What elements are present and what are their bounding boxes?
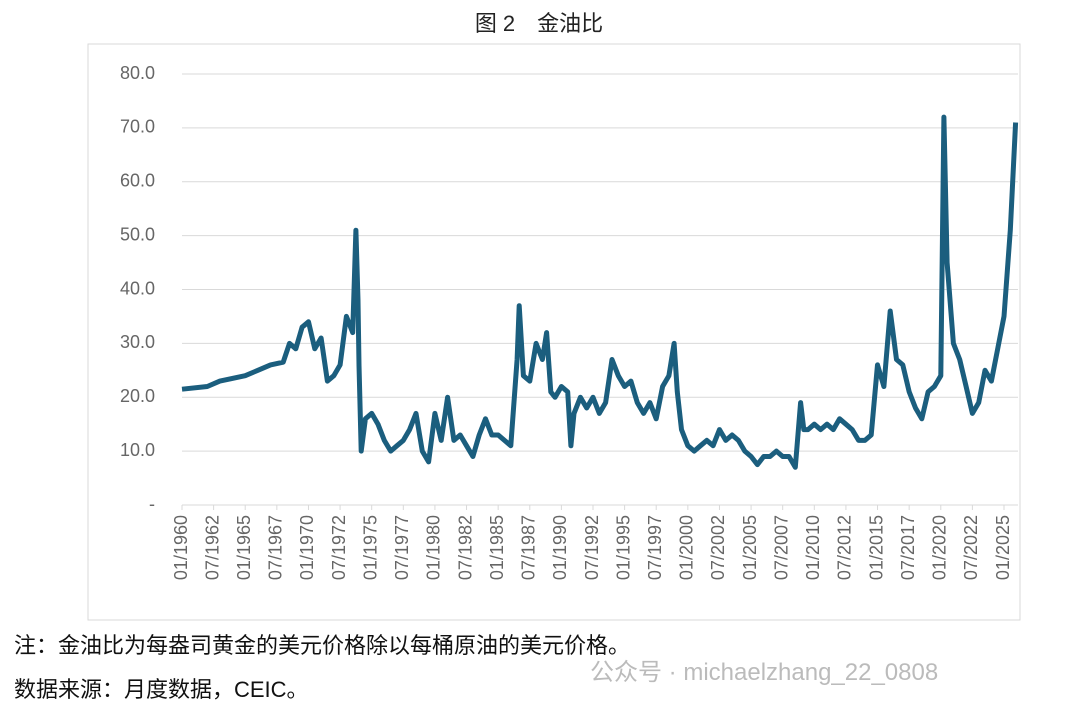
- watermark: 公众号 · michaelzhang_22_0808: [590, 659, 939, 686]
- y-tick-label: 60.0: [120, 171, 155, 191]
- x-tick-label: 01/1965: [234, 515, 254, 580]
- figure-title: 图 2 金油比: [474, 11, 604, 36]
- y-tick-label: 10.0: [120, 440, 155, 460]
- source: 数据来源：月度数据，CEIC。: [14, 677, 309, 702]
- x-tick-label: 01/2020: [930, 515, 950, 580]
- y-tick-label: 70.0: [120, 117, 155, 137]
- note: 注：金油比为每盎司黄金的美元价格除以每桶原油的美元价格。: [14, 633, 631, 658]
- y-tick-label: -: [149, 494, 155, 514]
- x-tick-label: 01/1970: [297, 515, 317, 580]
- x-tick-label: 07/1972: [329, 515, 349, 580]
- x-tick-label: 01/1975: [360, 515, 380, 580]
- x-tick-label: 01/2000: [677, 515, 697, 580]
- x-tick-label: 07/1982: [455, 515, 475, 580]
- x-tick-label: 01/2015: [866, 515, 886, 580]
- x-tick-label: 07/1962: [202, 515, 222, 580]
- x-tick-label: 07/2017: [898, 515, 918, 580]
- y-tick-label: 80.0: [120, 63, 155, 83]
- x-tick-label: 01/2010: [803, 515, 823, 580]
- chart-frame: [87, 43, 1021, 621]
- x-tick-label: 07/2002: [708, 515, 728, 580]
- x-tick-label: 07/1987: [519, 515, 539, 580]
- x-tick-label: 07/1977: [392, 515, 412, 580]
- x-tick-label: 07/1997: [645, 515, 665, 580]
- x-tick-label: 07/1992: [582, 515, 602, 580]
- data-line: [181, 114, 1019, 470]
- chart: - 10.0 20.0 30.0 40.0 50.0 60.0 70.0 80.0 01/1960…: [87, 43, 1021, 621]
- y-tick-label: 50.0: [120, 224, 155, 244]
- x-tick-label: 07/1967: [266, 515, 286, 580]
- x-tick-label: 01/2005: [740, 515, 760, 580]
- x-tick-label: 07/2012: [835, 515, 855, 580]
- x-tick-label: 01/1990: [550, 515, 570, 580]
- x-tick-label: 07/2007: [771, 515, 791, 580]
- x-tick-label: 01/2025: [993, 515, 1013, 580]
- x-tick-label: 01/1960: [171, 515, 191, 580]
- x-tick-label: 01/1985: [487, 515, 507, 580]
- y-tick-label: 40.0: [120, 278, 155, 298]
- x-tick-label: 07/2022: [961, 515, 981, 580]
- x-tick-label: 01/1980: [424, 515, 444, 580]
- y-tick-label: 30.0: [120, 332, 155, 352]
- y-tick-label: 20.0: [120, 386, 155, 406]
- x-tick-label: 01/1995: [613, 515, 633, 580]
